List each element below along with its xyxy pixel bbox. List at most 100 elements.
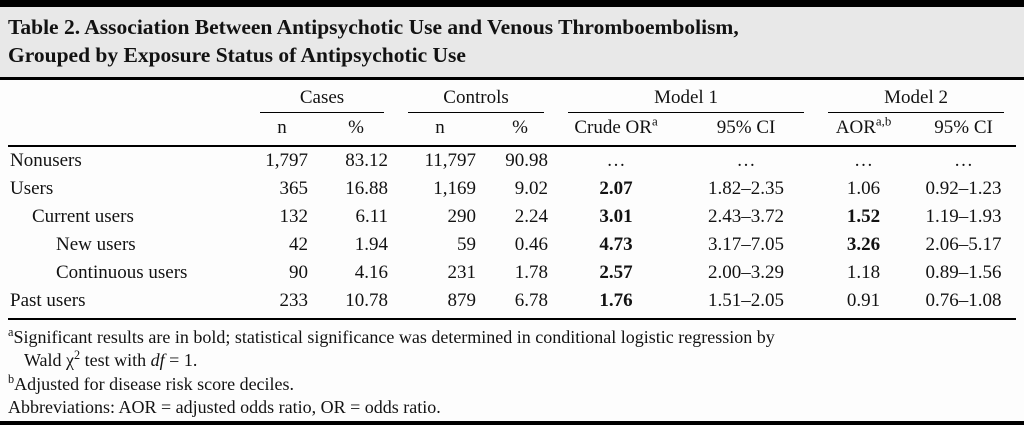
cell: 9.02 [514,177,549,199]
group-label-model1: Model 1 [654,86,718,108]
cell: 1.18 [846,261,881,283]
table-row-continuous-users: Continuous users 90 4.16 231 1.78 2.57 2… [8,259,1016,287]
cell: 1.76 [556,286,677,320]
group-header-row: Cases Controls Model 1 Model 2 [8,80,1016,113]
cell: 2.24 [514,205,549,227]
top-rule [0,0,1024,7]
footnote-a-text-3: test with [80,350,151,371]
cell: 1.94 [354,233,389,255]
row-label: Past users [8,286,248,320]
col-controls-pct: % [484,112,557,147]
cell: 2.00–3.29 [708,261,785,283]
table-row-current-users: Current users 132 6.11 290 2.24 3.01 2.4… [8,203,1016,231]
cell: 2.43–3.72 [708,205,785,227]
cell: 0.91 [816,286,912,320]
cell: … [854,149,874,171]
footnote-a-text-1: Significant results are in bold; statist… [13,326,775,347]
col-aor: AORa,b [816,112,912,147]
cell: 879 [396,286,485,320]
cell: 1,797 [265,149,308,171]
cell: 1.06 [846,177,881,199]
footnote-a: aSignificant results are in bold; statis… [8,326,1016,373]
corner-cell [8,80,248,113]
footnote-a-marker: a [8,324,14,339]
cell: 0.92–1.23 [925,177,1002,199]
cell: 0.89–1.56 [925,261,1002,283]
footnote-a-text-4: = 1. [164,350,198,371]
cell: 1.82–2.35 [708,177,785,199]
cell: 2.07 [599,177,633,199]
cell: 4.16 [354,261,389,283]
footnote-b: bAdjusted for disease risk score deciles… [8,371,1016,396]
group-controls: Controls [396,80,556,113]
table-row-users: Users 365 16.88 1,169 9.02 2.07 1.82–2.3… [8,175,1016,203]
cell: 11,797 [424,149,477,171]
row-label: Continuous users [56,261,188,283]
footnote-a-text-2: Wald χ [24,350,75,371]
table-row-nonusers: Nonusers 1,797 83.12 11,797 90.98 … … … … [8,146,1016,175]
row-label: Current users [32,205,134,227]
cell: 0.46 [514,233,549,255]
cell: 1.51–2.05 [676,286,817,320]
cell: 0.76–1.08 [911,286,1017,320]
table-title: Table 2. Association Between Antipsychot… [0,7,1024,80]
cell: 4.73 [599,233,633,255]
table-row-new-users: New users 42 1.94 59 0.46 4.73 3.17–7.05… [8,231,1016,259]
cell: … [954,149,974,171]
superscript-ab: a,b [875,113,892,129]
cell: 83.12 [345,149,389,171]
title-line-1: Table 2. Association Between Antipsychot… [8,15,739,39]
cell: 59 [457,233,477,255]
col-crude-or: Crude ORa [556,112,677,147]
cell: 6.78 [484,286,557,320]
superscript-a: a [651,113,658,129]
bottom-rule [0,421,1024,425]
cell: 90 [289,261,308,283]
cell: 6.11 [355,205,389,227]
group-model2: Model 2 [816,80,1016,113]
col-cases-pct: % [316,112,397,147]
cell: 1.78 [514,261,549,283]
group-cases: Cases [248,80,396,113]
df-italic: df [150,350,165,371]
chi-squared-superscript: 2 [74,348,81,363]
cell: 2.06–5.17 [925,233,1002,255]
col-controls-n: n [396,112,485,147]
cell: 10.78 [316,286,397,320]
cell: 3.26 [846,233,881,255]
cell: 90.98 [505,149,549,171]
cell: 290 [447,205,477,227]
col-ci-model1: 95% CI [676,112,817,147]
row-label: New users [56,233,136,255]
footnote-b-marker: b [8,371,15,386]
cell: 233 [248,286,316,320]
row-label: Nonusers [10,149,82,171]
row-label: Users [10,177,54,199]
corner-cell-2 [8,112,248,147]
sub-header-row: n % n % Crude ORa 95% CI AORa,b 95% CI [8,112,1017,147]
cell: 1.19–1.93 [925,205,1002,227]
results-table: Cases Controls Model 1 Model 2 n % n % C… [8,80,1017,320]
cell: 365 [279,177,309,199]
cell: 42 [289,233,308,255]
footnote-b-text: Adjusted for disease risk score deciles. [14,373,295,394]
cell: 231 [447,261,477,283]
cell: 16.88 [345,177,389,199]
cell: … [606,149,626,171]
col-cases-n: n [248,112,316,147]
group-label-cases: Cases [299,86,345,108]
group-label-model2: Model 2 [884,86,948,108]
cell: 1,169 [433,177,477,199]
title-line-2: Grouped by Exposure Status of Antipsycho… [8,43,466,68]
cell: … [736,149,756,171]
cell: 3.17–7.05 [708,233,785,255]
cell: 132 [279,205,309,227]
footnote-abbreviations: Abbreviations: AOR = adjusted odds ratio… [8,396,441,417]
group-label-controls: Controls [443,86,509,108]
table-row-past-users: Past users 233 10.78 879 6.78 1.76 1.51–… [8,286,1017,320]
cell: 2.57 [599,261,633,283]
footnotes: aSignificant results are in bold; statis… [8,326,1016,420]
col-ci-model2: 95% CI [911,112,1017,147]
group-model1: Model 1 [556,80,816,113]
